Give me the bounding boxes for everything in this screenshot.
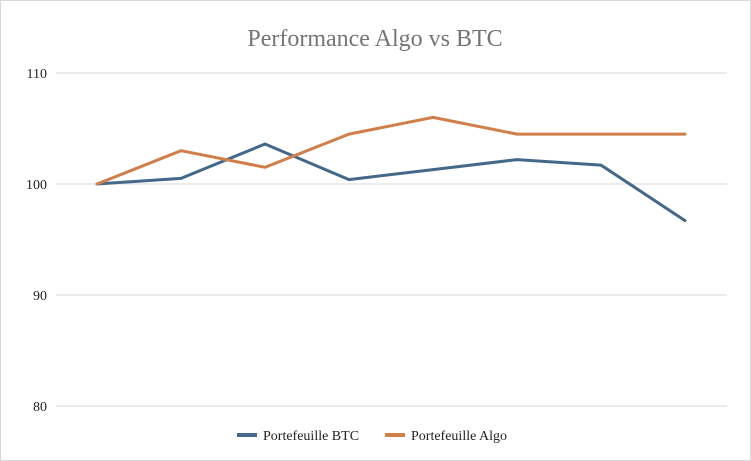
series-line-btc	[95, 142, 687, 223]
y-axis-tick-labels: 80 90 100 110	[26, 67, 47, 415]
y-tick-label-100: 100	[26, 178, 47, 193]
y-tick-label-80: 80	[33, 400, 47, 415]
legend-label-btc: Portefeuille BTC	[263, 429, 359, 444]
y-tick-label-90: 90	[33, 289, 47, 304]
legend: Portefeuille BTC Portefeuille Algo	[237, 429, 507, 444]
legend-label-algo: Portefeuille Algo	[411, 429, 507, 444]
series-lines	[95, 115, 687, 223]
gridlines	[56, 72, 727, 407]
chart-title: Performance Algo vs BTC	[247, 26, 502, 52]
y-tick-label-110: 110	[27, 67, 47, 82]
series-line-algo	[95, 115, 687, 186]
